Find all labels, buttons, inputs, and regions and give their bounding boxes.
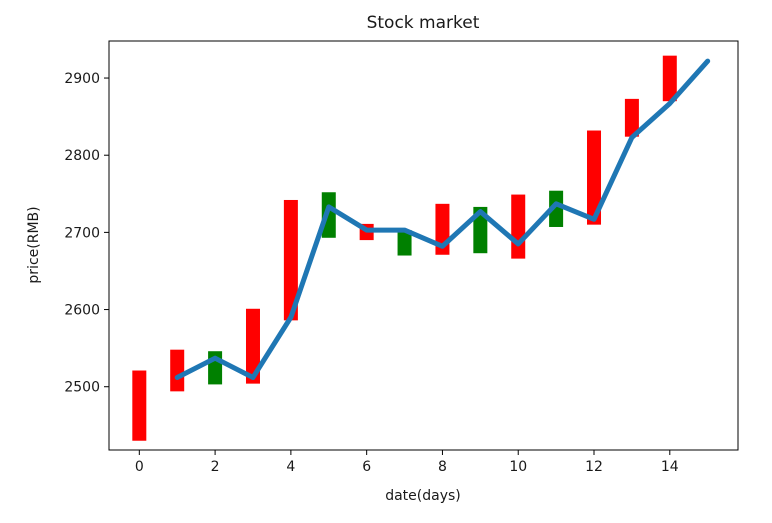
y-axis-label: price(RMB) (26, 206, 42, 283)
x-tick-label: 2 (211, 459, 220, 475)
y-tick-label: 2600 (64, 303, 100, 319)
bar-day-13 (624, 98, 639, 137)
x-tick-label: 0 (135, 459, 144, 475)
price-line (174, 58, 711, 380)
line-layer (174, 58, 711, 380)
bar-day-5 (321, 192, 336, 238)
chart-title: Stock market (367, 13, 480, 33)
bar-day-14 (662, 55, 677, 102)
x-tick-label: 8 (438, 459, 447, 475)
bar-day-0 (132, 370, 147, 441)
bar-day-3 (245, 308, 260, 384)
bar-day-12 (587, 130, 602, 225)
bar-day-4 (283, 199, 298, 321)
bar-day-11 (549, 190, 564, 227)
x-tick-label: 4 (286, 459, 295, 475)
x-tick-label: 10 (509, 459, 527, 475)
bar-day-10 (511, 194, 526, 259)
y-tick-label: 2700 (64, 225, 100, 241)
bar-day-9 (473, 206, 488, 254)
x-axis-label: date(days) (385, 488, 461, 504)
y-axis: 2500 2600 2700 2800 2900 (64, 71, 109, 396)
bar-day-7 (397, 230, 412, 256)
y-tick-label: 2500 (64, 380, 100, 396)
plot-frame (108, 40, 739, 451)
bar-day-1 (170, 349, 185, 392)
x-tick-label: 14 (661, 459, 679, 475)
x-tick-label: 12 (585, 459, 603, 475)
x-axis: 0 2 4 6 8 10 12 14 (135, 450, 679, 475)
x-tick-label: 6 (362, 459, 371, 475)
bars-layer (132, 55, 677, 441)
y-tick-label: 2900 (64, 71, 100, 87)
y-tick-label: 2800 (64, 148, 100, 164)
